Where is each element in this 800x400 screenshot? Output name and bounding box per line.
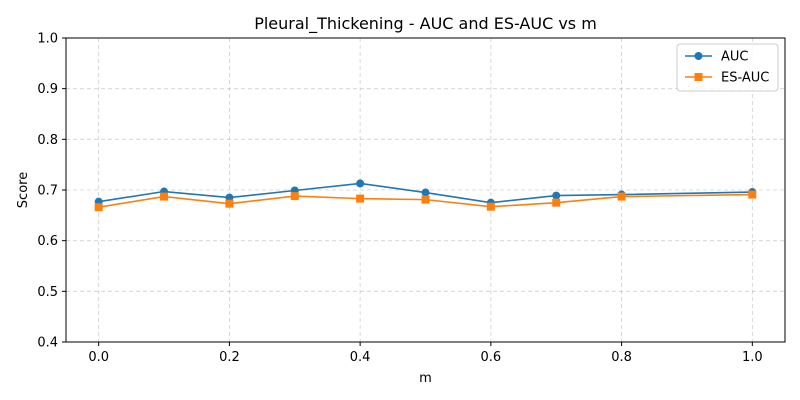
data-point-auc — [356, 179, 365, 188]
y-tick-label: 0.6 — [37, 234, 58, 249]
data-point-es-auc — [486, 202, 495, 211]
x-tick-label: 0.0 — [88, 350, 109, 365]
series-line-es-auc — [98, 193, 753, 209]
y-tick-label: 0.8 — [37, 133, 58, 148]
chart-title: Pleural_Thickening - AUC and ES-AUC vs m — [254, 14, 597, 34]
data-point-es-auc — [748, 190, 757, 199]
y-tick-label: 0.4 — [37, 336, 58, 351]
legend: AUC ES-AUC — [676, 43, 779, 92]
legend-marker-circle — [694, 52, 703, 60]
y-tick-label: 1.0 — [37, 32, 58, 47]
series-line-auc — [98, 182, 753, 204]
legend-label: AUC — [721, 50, 749, 65]
x-tick-label: 0.6 — [481, 350, 502, 365]
x-tick-label: 0.4 — [350, 350, 371, 365]
data-point-es-auc — [290, 192, 299, 201]
data-point-es-auc — [94, 203, 103, 212]
data-point-es-auc — [356, 194, 365, 203]
data-point-es-auc — [552, 198, 561, 207]
x-axis-label: m — [419, 371, 432, 386]
data-point-es-auc — [225, 199, 234, 208]
x-tick-label: 1.0 — [742, 350, 763, 365]
data-point-es-auc — [160, 192, 169, 201]
data-point-auc — [552, 191, 561, 200]
y-tick-label: 0.7 — [37, 184, 58, 199]
data-point-auc — [421, 188, 430, 197]
axis-ticks: 0.0 0.2 0.4 0.6 0.8 1.0 0.4 0.5 0.6 0.7 0.8 0.9 1.0 — [37, 32, 762, 366]
y-tick-label: 0.9 — [37, 82, 58, 97]
x-tick-label: 0.8 — [611, 350, 632, 365]
legend-marker-square — [694, 73, 703, 81]
series-group — [94, 179, 757, 212]
y-tick-label: 0.5 — [37, 285, 58, 300]
data-point-es-auc — [421, 195, 430, 204]
x-tick-label: 0.2 — [219, 350, 240, 365]
legend-label: ES-AUC — [721, 71, 769, 86]
y-axis-label: Score — [16, 172, 31, 208]
data-point-es-auc — [617, 192, 626, 201]
data-point-auc — [225, 193, 234, 202]
